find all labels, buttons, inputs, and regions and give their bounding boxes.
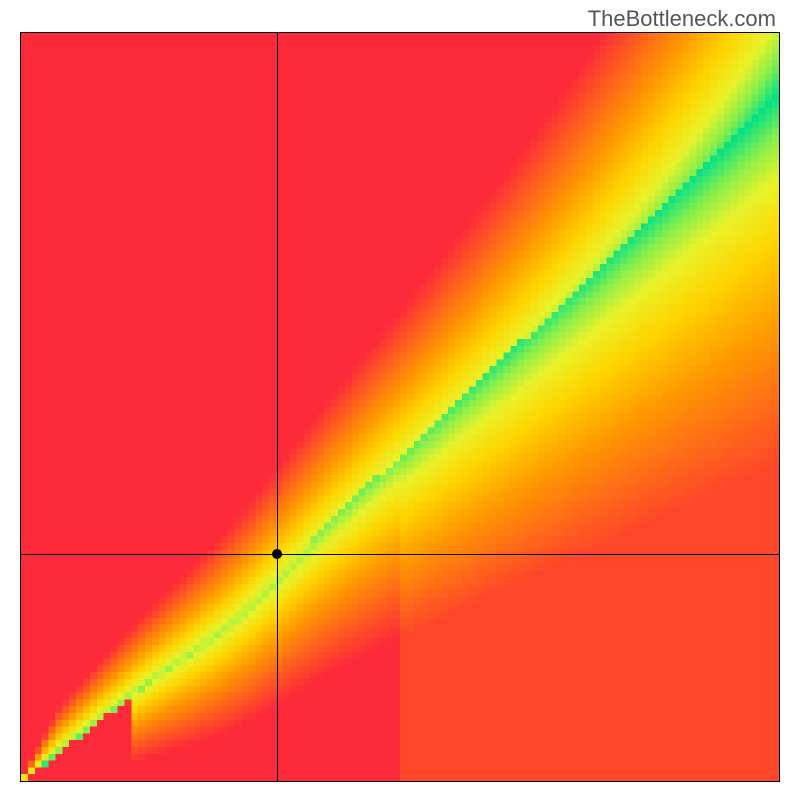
watermark: TheBottleneck.com (588, 6, 776, 32)
crosshair-marker (272, 549, 282, 559)
crosshair-vertical (277, 33, 278, 781)
heatmap-canvas (21, 33, 779, 781)
crosshair-horizontal (21, 554, 779, 555)
heatmap-plot (20, 32, 780, 782)
